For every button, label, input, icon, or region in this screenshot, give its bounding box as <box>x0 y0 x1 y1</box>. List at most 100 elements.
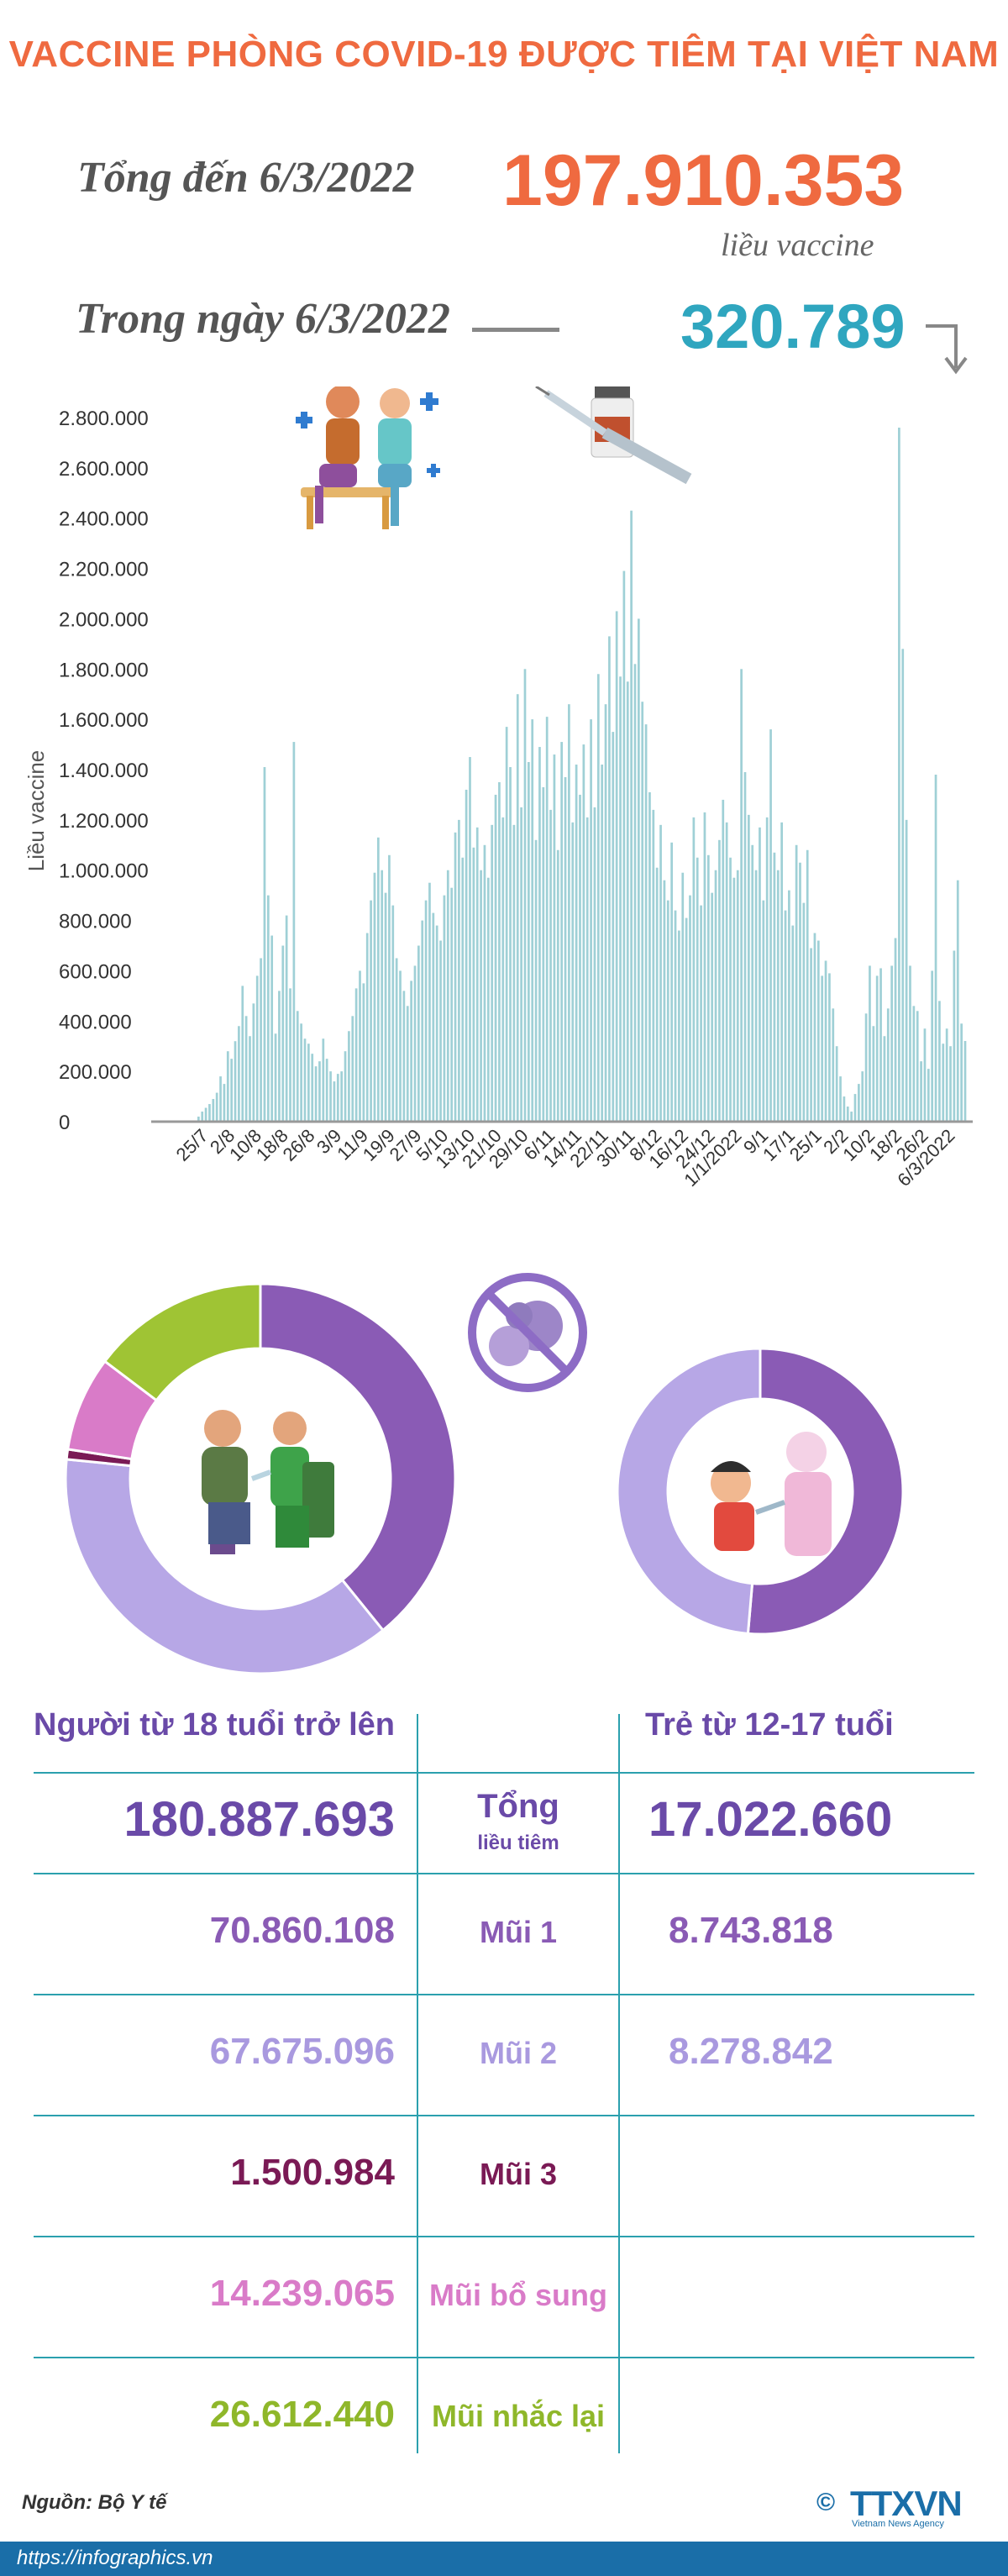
bar <box>399 970 402 1122</box>
adult-dose-value: 14.239.065 <box>209 2273 395 2314</box>
children-donut-segments <box>616 1347 905 1636</box>
table-rule <box>34 2115 974 2116</box>
adults-donut-chart <box>64 1282 457 1675</box>
y-axis-title: Liều vaccine <box>24 750 49 872</box>
bar <box>255 975 259 1122</box>
bar <box>931 970 934 1122</box>
bar <box>314 1066 318 1122</box>
bar <box>376 837 380 1122</box>
child-dose-value: 8.278.842 <box>669 2031 833 2072</box>
bar <box>534 839 538 1122</box>
bar <box>428 882 431 1122</box>
bar <box>234 1041 237 1122</box>
y-tick-label: 2.600.000 <box>59 458 149 481</box>
page-title: VACCINE PHÒNG COVID-19 ĐƯỢC TIÊM TẠI VIỆ… <box>8 34 1000 75</box>
bar <box>373 872 376 1122</box>
bar <box>619 676 622 1122</box>
table-rule <box>34 1772 974 1774</box>
bar <box>633 664 637 1122</box>
bar <box>270 935 274 1122</box>
y-axis: 0 200.000 400.000 600.000 800.000 1.000.000 1.… <box>59 407 149 1134</box>
total-doses-value: 197.910.353 <box>502 140 905 221</box>
bar <box>666 900 669 1122</box>
table-divider-left <box>417 1714 418 2453</box>
bar <box>274 1033 277 1122</box>
bar <box>542 786 545 1122</box>
bar <box>674 910 677 1122</box>
bar <box>325 1059 328 1122</box>
bar <box>626 681 629 1122</box>
bar <box>432 912 435 1122</box>
bar <box>410 980 412 1122</box>
bar <box>435 925 438 1122</box>
bar <box>780 822 784 1122</box>
bar <box>501 817 505 1122</box>
bar <box>523 669 527 1122</box>
bar <box>215 1092 218 1122</box>
bar <box>743 771 747 1122</box>
bar <box>813 933 816 1122</box>
bar <box>920 1061 922 1122</box>
bar <box>579 794 581 1122</box>
bar <box>421 920 424 1122</box>
bar <box>263 767 266 1122</box>
bar <box>670 842 674 1122</box>
bar <box>641 702 644 1122</box>
bar <box>472 847 475 1122</box>
down-arrow-icon <box>926 324 968 375</box>
bar <box>853 1094 857 1122</box>
y-tick-label: 400.000 <box>59 1011 132 1033</box>
bar <box>824 960 827 1122</box>
donut-segment <box>259 1282 457 1632</box>
bar <box>949 1046 952 1122</box>
bar <box>219 1076 222 1122</box>
bar <box>354 988 358 1122</box>
table-rule <box>34 2236 974 2237</box>
footer-link[interactable]: https://infographics.vn <box>17 2547 213 2569</box>
bar <box>832 1008 835 1122</box>
bar <box>549 809 552 1122</box>
bar <box>816 940 820 1122</box>
bar <box>615 611 618 1122</box>
bar <box>528 762 530 1122</box>
adults-vaccination-illustration <box>202 1410 334 1554</box>
bar <box>909 965 911 1122</box>
bar <box>644 724 648 1122</box>
bar <box>872 1026 875 1122</box>
dose-label: Mũi 1 <box>479 1915 557 1949</box>
bar <box>711 892 714 1122</box>
y-tick-label: 600.000 <box>59 960 132 983</box>
bar <box>938 1001 941 1122</box>
table-divider-right <box>618 1714 620 2453</box>
bar <box>585 817 589 1122</box>
bar <box>883 1036 886 1122</box>
bar <box>791 925 795 1122</box>
bar <box>759 827 761 1122</box>
bar <box>622 570 626 1122</box>
bar <box>769 729 772 1122</box>
vaccine-vial-icon <box>535 386 692 485</box>
bar <box>281 945 285 1122</box>
bars <box>197 427 967 1122</box>
bar <box>365 933 369 1122</box>
bar <box>846 1107 849 1122</box>
vaccination-illustration <box>296 386 440 529</box>
table-rule <box>34 2357 974 2358</box>
bar <box>359 970 361 1122</box>
x-axis: 25/72/810/818/826/83/911/919/927/95/1013… <box>151 1120 973 1191</box>
bar <box>446 870 449 1122</box>
no-virus-icon <box>468 1273 587 1392</box>
bar <box>512 824 516 1122</box>
bar <box>391 905 395 1122</box>
bar <box>201 1112 204 1122</box>
bar <box>292 742 296 1122</box>
copyright-icon: © <box>816 2489 836 2516</box>
bar <box>776 870 780 1122</box>
bar <box>531 719 534 1122</box>
bar <box>927 1069 930 1122</box>
bar <box>450 887 454 1122</box>
bar <box>945 1028 948 1122</box>
bar <box>208 1104 211 1122</box>
bar <box>596 674 600 1122</box>
bar <box>648 791 651 1122</box>
